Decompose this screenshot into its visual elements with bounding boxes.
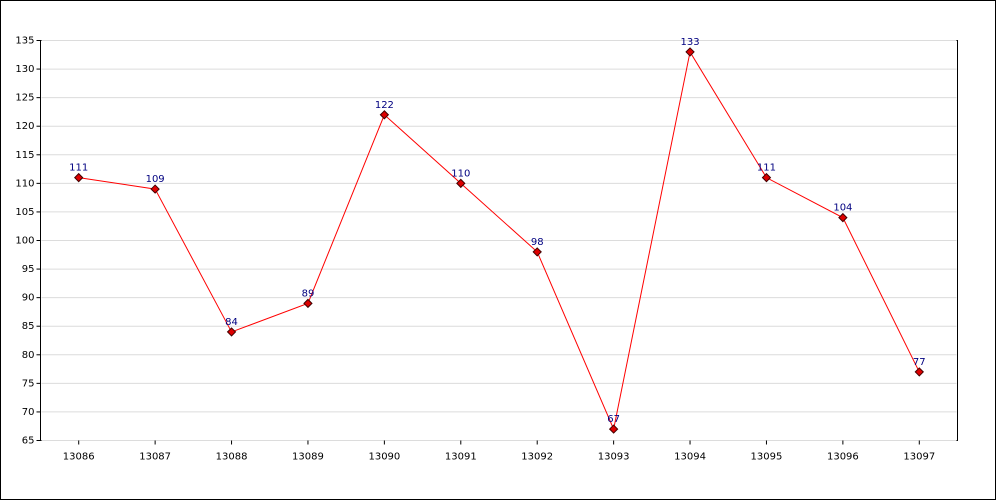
value-label: 111	[69, 163, 88, 174]
marker	[303, 298, 313, 309]
value-label: 84	[225, 317, 238, 328]
y-tick-label: 80	[22, 350, 35, 361]
value-label: 104	[833, 203, 852, 214]
x-tick-label: 13094	[674, 452, 706, 463]
value-label: 89	[302, 288, 315, 299]
y-tick-label: 65	[22, 436, 35, 447]
y-tick-label: 110	[15, 178, 34, 189]
y-tick-label: 95	[22, 264, 35, 275]
marker	[685, 47, 695, 57]
x-tick-label: 13088	[216, 452, 248, 463]
value-label: 109	[146, 174, 165, 185]
marker	[838, 212, 848, 223]
value-label: 122	[375, 100, 394, 111]
x-tick-label: 13087	[139, 452, 171, 463]
x-tick-label: 13089	[292, 452, 324, 463]
value-label: 133	[680, 37, 699, 48]
value-label: 67	[607, 414, 620, 425]
marker	[456, 178, 466, 189]
x-tick-label: 13095	[751, 452, 783, 463]
marker	[150, 184, 160, 194]
y-tick-label: 90	[22, 293, 35, 304]
value-label: 77	[913, 357, 926, 368]
y-tick-label: 130	[15, 64, 34, 75]
x-tick-label: 13091	[445, 452, 477, 463]
y-tick-label: 100	[15, 236, 34, 247]
y-tick-label: 120	[15, 121, 34, 132]
marker	[608, 424, 619, 434]
marker	[532, 247, 542, 257]
y-tick-label: 75	[22, 378, 35, 389]
y-tick-label: 125	[15, 93, 34, 104]
y-tick-label: 105	[15, 207, 34, 218]
value-label: 98	[531, 237, 544, 248]
value-label: 110	[451, 168, 470, 179]
y-tick-label: 115	[15, 150, 34, 161]
x-tick-label: 13093	[598, 452, 630, 463]
x-tick-label: 13096	[827, 452, 859, 463]
data-line	[78, 50, 920, 431]
y-tick-label: 135	[15, 36, 34, 47]
marker	[379, 110, 390, 120]
marker	[226, 327, 237, 337]
x-tick-label: 13090	[368, 452, 400, 463]
x-tick-label: 13092	[521, 452, 553, 463]
y-tick-label: 85	[22, 321, 35, 332]
marker	[761, 172, 772, 183]
x-tick-label: 13086	[63, 452, 95, 463]
marker	[914, 367, 924, 377]
x-tick-label: 13097	[903, 452, 935, 463]
value-label: 111	[757, 163, 776, 174]
y-tick-label: 70	[22, 407, 35, 418]
marker	[74, 172, 84, 183]
